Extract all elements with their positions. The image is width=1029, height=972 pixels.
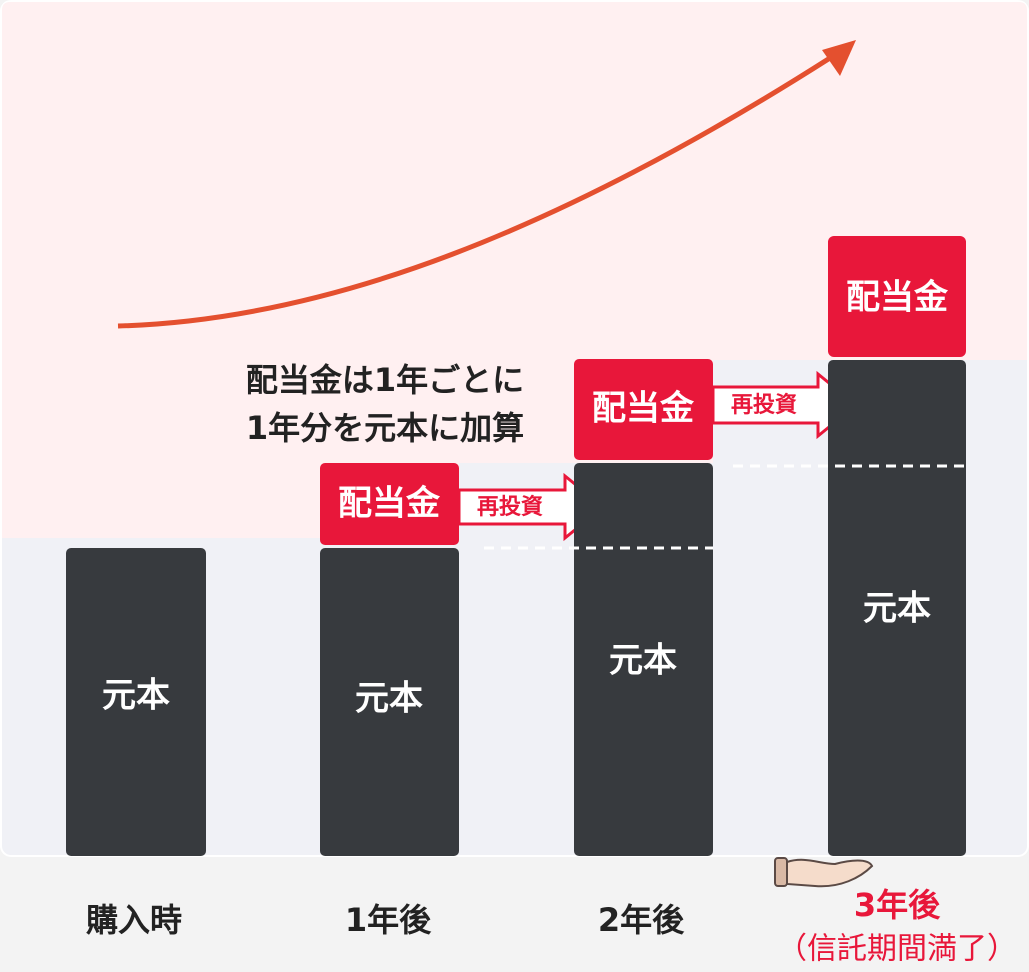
principal-bar <box>320 548 459 856</box>
column-label: 購入時 <box>86 901 182 939</box>
dividend-label: 配当金 <box>592 389 695 429</box>
hand-icon <box>774 857 874 888</box>
column-label: 2年後 <box>598 901 685 939</box>
column-label: 3年後 <box>854 886 941 924</box>
curve-head <box>822 40 856 76</box>
principal-bar <box>828 360 966 856</box>
callout-line: 配当金は1年ごとに <box>246 361 524 399</box>
dividend-box <box>320 463 459 545</box>
principal-label: 元本 <box>863 589 931 629</box>
principal-bar <box>574 463 713 856</box>
callout-line: 1年分を元本に加算 <box>246 409 524 447</box>
reinvest-label: 再投資 <box>731 392 797 418</box>
dividend-box <box>828 236 966 357</box>
dividend-box <box>574 359 713 460</box>
principal-label: 元本 <box>102 676 170 716</box>
growth-curve <box>117 55 832 329</box>
column-note: （信託期間満了） <box>777 932 1017 967</box>
dividend-label: 配当金 <box>338 484 441 524</box>
reinvest-label: 再投資 <box>477 494 543 520</box>
principal-bar <box>66 548 206 856</box>
principal-label: 元本 <box>609 641 677 681</box>
principal-label: 元本 <box>355 679 423 719</box>
column-label: 1年後 <box>345 901 432 939</box>
growth-area <box>2 2 1027 538</box>
dividend-label: 配当金 <box>846 278 949 318</box>
